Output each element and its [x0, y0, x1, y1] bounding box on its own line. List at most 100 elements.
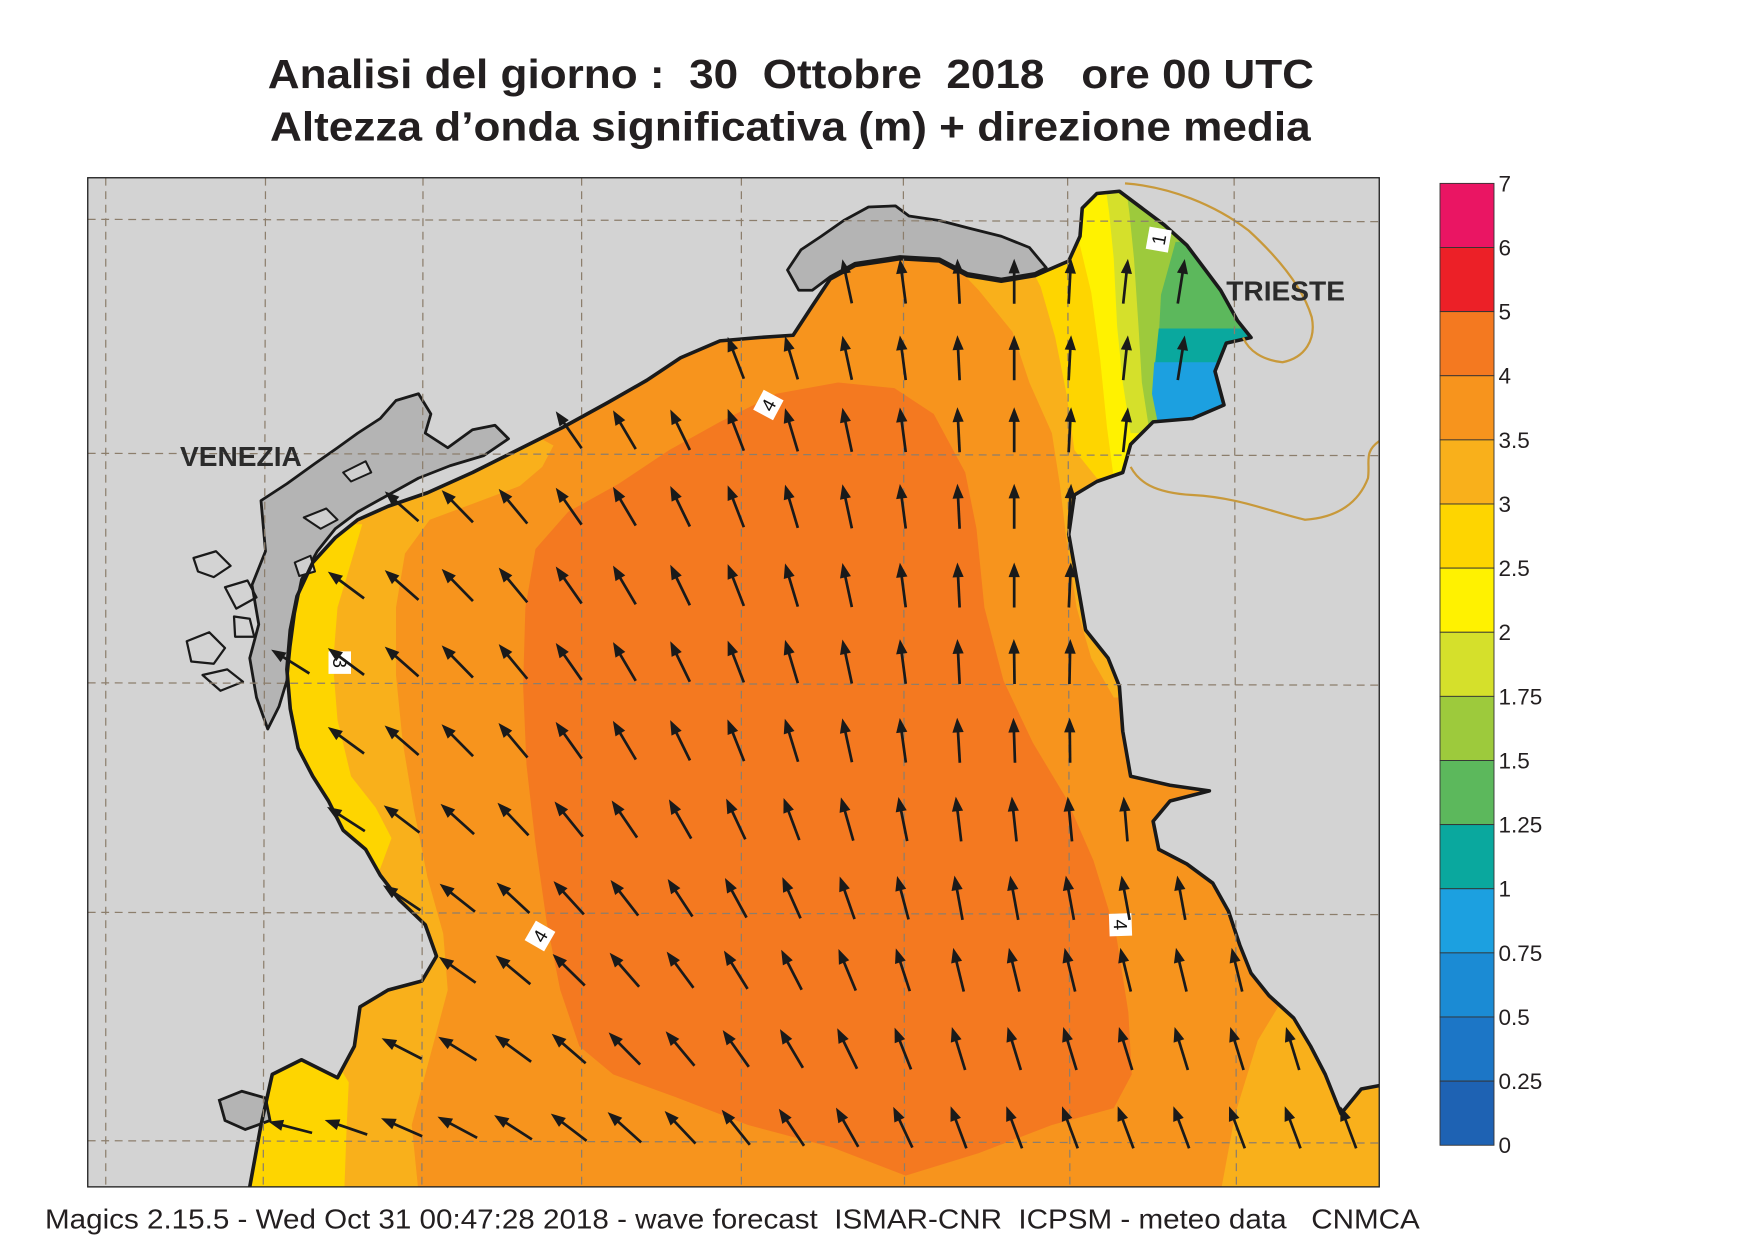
- arrow-head: [727, 485, 739, 501]
- arrow-head: [383, 805, 399, 819]
- wave-direction-arrow: [271, 649, 311, 675]
- wave-direction-arrow: [893, 1106, 914, 1149]
- arrow-head: [722, 1030, 736, 1046]
- arrow-shaft: [1067, 494, 1072, 529]
- arrow-shaft: [448, 575, 474, 603]
- wave-direction-arrow: [1064, 717, 1076, 763]
- arrow-head: [1284, 1106, 1296, 1122]
- wave-direction-arrow: [495, 955, 532, 986]
- wave-direction-arrow: [608, 1032, 642, 1066]
- colorbar-label: 3.5: [1499, 428, 1530, 453]
- arrow-shaft: [730, 650, 746, 683]
- wave-direction-arrow: [609, 952, 641, 988]
- city-label-trieste: TRIESTE: [1226, 275, 1345, 306]
- arrow-shaft: [560, 809, 584, 838]
- arrow-shaft: [1177, 886, 1187, 921]
- arrow-head: [1064, 639, 1076, 654]
- arrow-head: [835, 1107, 849, 1124]
- wave-direction-arrow: [438, 956, 477, 984]
- wave-direction-arrow: [613, 565, 637, 606]
- wave-direction-arrow: [438, 1036, 478, 1062]
- arrow-shaft: [673, 729, 692, 761]
- arrow-head: [895, 796, 907, 813]
- arrow-head: [1007, 875, 1019, 891]
- arrow-head: [724, 877, 737, 894]
- arrow-shaft: [561, 496, 583, 526]
- wave-direction-arrow: [381, 1118, 423, 1138]
- arrow-shaft: [392, 576, 420, 601]
- arrow-head: [670, 641, 682, 657]
- wave-direction-arrow: [555, 721, 583, 760]
- arrow-shaft: [900, 418, 908, 453]
- arrow-shaft: [730, 729, 746, 762]
- wave-direction-arrow: [550, 1113, 588, 1142]
- contour-label: 4: [1109, 913, 1133, 937]
- wave-direction-arrow: [1120, 335, 1132, 381]
- arrow-shaft: [1065, 1037, 1078, 1071]
- arrow-head: [727, 408, 739, 425]
- arrow-shaft: [561, 730, 583, 760]
- wave-direction-arrow: [552, 954, 586, 987]
- arrow-head: [1176, 258, 1188, 275]
- arrow-head: [555, 643, 569, 659]
- wave-direction-arrow: [1062, 1027, 1078, 1071]
- wave-direction-arrow: [783, 408, 800, 452]
- wave-direction-arrow: [838, 948, 858, 992]
- arrow-head: [1228, 1106, 1240, 1122]
- arrow-shaft: [448, 810, 475, 836]
- arrow-shaft: [729, 808, 747, 840]
- wave-direction-arrow: [1118, 947, 1133, 992]
- arrow-head: [1008, 717, 1020, 733]
- arrow-head: [896, 335, 908, 351]
- colorbar-swatch: [1439, 1080, 1495, 1146]
- wave-direction-arrow: [555, 411, 583, 449]
- arrow-shaft: [559, 960, 586, 987]
- wave-direction-arrow: [670, 486, 692, 528]
- arrow-shaft: [560, 888, 585, 916]
- arrow-head: [838, 948, 850, 965]
- city-label-venezia: VENEZIA: [180, 441, 302, 472]
- wave-direction-arrow: [670, 564, 692, 606]
- colorbar-label: 2.5: [1499, 556, 1530, 581]
- arrow-shaft: [784, 1038, 805, 1069]
- arrow-head: [670, 486, 682, 502]
- arrow-head: [1006, 1027, 1018, 1043]
- arrow-head: [665, 1031, 680, 1047]
- arrow-shaft: [617, 495, 637, 527]
- wave-direction-arrow: [665, 1031, 696, 1067]
- wave-direction-arrow: [1120, 258, 1132, 304]
- wave-direction-arrow: [837, 1028, 859, 1070]
- arrow-head: [437, 1116, 454, 1129]
- grid-line: [262, 177, 267, 1187]
- arrow-shaft: [1064, 1116, 1080, 1149]
- colorbar-label: 2: [1499, 620, 1512, 645]
- arrow-head: [952, 639, 964, 654]
- arrow-shaft: [956, 650, 961, 685]
- arrow-head: [727, 719, 739, 735]
- arrow-shaft: [1008, 1116, 1024, 1149]
- wave-direction-arrow: [1064, 562, 1076, 608]
- arrow-head: [781, 949, 793, 966]
- arrow-shaft: [1232, 1037, 1245, 1071]
- arrow-head: [896, 717, 908, 734]
- arrow-shaft: [617, 729, 638, 761]
- arrow-head: [952, 483, 964, 499]
- arrow-head: [495, 955, 511, 970]
- arrow-head: [384, 570, 400, 585]
- wave-direction-arrow: [952, 258, 964, 304]
- arrow-shaft: [503, 961, 532, 986]
- wave-direction-arrow: [327, 571, 365, 600]
- wave-direction-arrow: [1061, 1106, 1080, 1149]
- wave-direction-arrow: [950, 1027, 967, 1071]
- arrow-shaft: [1067, 269, 1072, 304]
- arrow-shaft: [730, 574, 746, 607]
- arrow-head: [268, 1119, 285, 1131]
- arrow-shaft: [843, 418, 854, 453]
- arrow-shaft: [900, 346, 908, 381]
- arrow-head: [839, 718, 851, 734]
- wave-direction-arrow: [723, 950, 749, 990]
- arrow-shaft: [955, 886, 964, 921]
- arrow-shaft: [1177, 958, 1188, 992]
- arrow-shaft: [785, 886, 802, 919]
